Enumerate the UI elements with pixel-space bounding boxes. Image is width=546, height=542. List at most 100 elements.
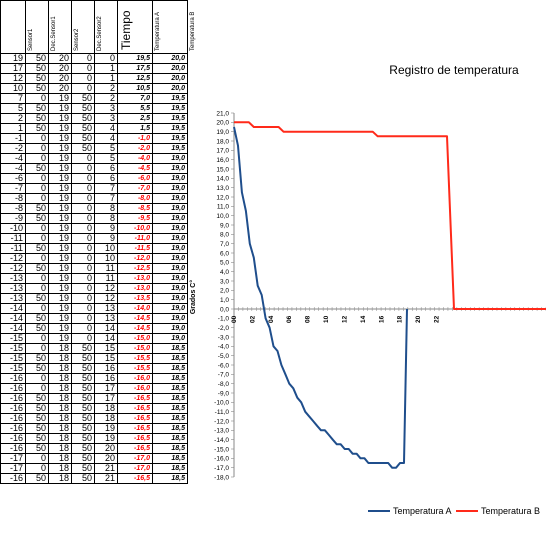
table-row: -15 0 19 0 14 -15,0 19,0 [0,333,188,344]
table-cell: -15 [0,363,26,374]
table-cell: 19,0 [152,193,188,204]
y-tick-label: 3,0 [220,278,229,285]
table-cell: 21 [94,463,118,474]
table-cell: -12 [0,253,26,264]
table-cell: -17 [0,453,26,464]
table-cell: 14 [94,333,118,344]
chart-axes [231,112,546,478]
table-cell: 50 [25,443,49,454]
table-cell: 0 [25,283,49,294]
table-cell: -6,0 [117,173,153,184]
table-cell: -17,0 [117,453,153,464]
table-row: -7 0 19 0 7 -7,0 19,0 [0,183,188,194]
table-cell: 0 [25,183,49,194]
table-cell: 50 [25,213,49,224]
table-cell: 17 [0,63,26,74]
table-cell: 50 [25,313,49,324]
table-cell: -16,5 [117,473,153,484]
y-tick-label: 12,0 [216,194,229,201]
y-tick-label: -17,0 [214,465,229,472]
table-cell: 18 [48,363,72,374]
table-cell: 19,0 [152,233,188,244]
table-row: 17 50 20 0 1 17,5 20,0 [0,63,188,74]
table-cell: 20 [48,83,72,94]
table-row: -16 50 18 50 18 -16,5 18,5 [0,413,188,424]
legend-label: Temperatura B [481,506,540,516]
table-cell: -4 [0,163,26,174]
table-cell: 10 [94,243,118,254]
table-row: -6 0 19 0 6 -6,0 19,0 [0,173,188,184]
table-cell: 19,0 [152,243,188,254]
table-row: 7 0 19 50 2 7,0 19,5 [0,93,188,104]
table-cell: 1 [94,63,118,74]
table-cell: 7 [0,93,26,104]
table-cell: -14,5 [117,313,153,324]
table-cell: 12 [94,283,118,294]
table-cell: -14 [0,313,26,324]
table-cell: 0 [71,263,95,274]
table-cell: 0 [71,163,95,174]
table-body: 19 50 20 0 0 19,5 20,0 17 50 20 0 1 17,5 20,0 12 50 20 0 1… [0,53,188,484]
table-cell: 50 [71,353,95,364]
table-cell: 0 [71,153,95,164]
table-cell: 3 [94,113,118,124]
table-cell: 19,5 [152,133,188,144]
table-row: -17 0 18 50 20 -17,0 18,5 [0,453,188,464]
y-tick-label: 17,0 [216,148,229,155]
y-tick-label: 11,0 [217,204,230,211]
table-cell: 20 [94,453,118,464]
table-cell: 18,5 [152,373,188,384]
table-cell: 18,5 [152,353,188,364]
table-cell: 0 [25,193,49,204]
table-row: -15 0 18 50 15 -15,0 18,5 [0,343,188,354]
table-cell: -16,5 [117,393,153,404]
table-row: -13 50 19 0 12 -13,5 19,0 [0,293,188,304]
table-cell: 50 [71,423,95,434]
table-cell: 18 [48,343,72,354]
table-row: -16 50 18 50 18 -16,5 18,5 [0,403,188,414]
table-cell: -16 [0,383,26,394]
table-cell: 21 [94,473,118,484]
table-cell: -15 [0,353,26,364]
table-cell: 0 [25,173,49,184]
table-cell: -13,5 [117,293,153,304]
table-cell: 6 [94,163,118,174]
table-cell: 20 [48,63,72,74]
table-cell: 19 [48,153,72,164]
table-cell: 0 [71,193,95,204]
y-tick-label: -16,0 [214,456,229,463]
y-tick-label: -15,0 [214,446,229,453]
y-tick-label: 13,0 [216,185,229,192]
table-cell: 50 [25,73,49,84]
table-cell: -14 [0,303,26,314]
table-cell: 19 [48,233,72,244]
table-cell: 50 [25,113,49,124]
table-row: -16 50 18 50 21 -16,5 18,5 [0,473,188,484]
table-cell: 50 [25,293,49,304]
table-cell: -8,5 [117,203,153,214]
table-cell: 18 [48,373,72,384]
table-cell: 18 [48,453,72,464]
table-cell: 19 [48,133,72,144]
y-tick-label: -4,0 [218,344,230,351]
y-tick-label: 14,0 [216,176,229,183]
table-row: -14 0 19 0 13 -14,0 19,0 [0,303,188,314]
y-tick-label: -10,0 [214,400,229,407]
table-cell: 50 [25,83,49,94]
y-tick-label: 7,0 [220,241,229,248]
table-cell: 0 [25,253,49,264]
y-tick-label: 4,0 [220,269,229,276]
table-cell: 19,0 [152,223,188,234]
x-tick-label: 18 [397,315,404,323]
table-cell: 2 [94,83,118,94]
x-tick-label: 06 [286,315,293,323]
table-cell: 19 [48,253,72,264]
table-cell: -16,5 [117,423,153,434]
table-cell: 11 [94,263,118,274]
table-cell: 20 [94,443,118,454]
series-line-temperatura-a [233,126,408,469]
table-cell: 0 [71,183,95,194]
table-cell: 0 [25,153,49,164]
table-cell: 2 [0,113,26,124]
table-cell: 19,0 [152,303,188,314]
